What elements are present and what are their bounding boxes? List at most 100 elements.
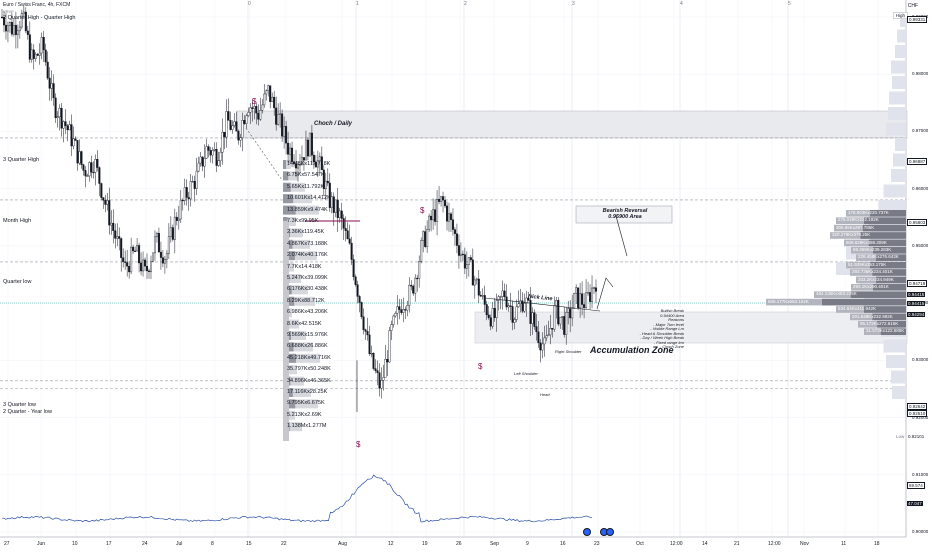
candle-body	[80, 151, 83, 165]
high-button[interactable]: High	[892, 12, 908, 19]
candle-body	[183, 187, 186, 201]
volume-profile-label: 5.247Kx39.099K	[287, 275, 328, 281]
volume-profile-label: 4.867Kx73.188K	[287, 240, 328, 247]
candle-body	[215, 149, 218, 166]
candle-body	[2, 17, 5, 26]
candle-body	[485, 304, 488, 316]
right-profile-label: 306.85Kx297.786K	[836, 224, 875, 230]
candle-body	[591, 287, 594, 302]
candle-body	[193, 180, 196, 189]
right-shoulder-label: Right Shoulder	[555, 349, 582, 354]
level-label-3-quarter-high: 3 Quarter High	[3, 157, 40, 163]
candle-body	[326, 180, 329, 184]
candle-body	[324, 180, 327, 190]
right-profile-bar-light	[878, 200, 906, 213]
candle-body	[396, 306, 399, 314]
candle-body	[167, 236, 170, 254]
candle-body	[241, 120, 244, 138]
candle-body	[249, 107, 252, 113]
candle-body	[233, 121, 236, 126]
candle-body	[451, 219, 454, 230]
price-axis-label: 0.90000	[912, 529, 929, 534]
candle-body	[76, 140, 79, 164]
profile-bar	[283, 274, 301, 283]
price-tag-year-low: 0.92510	[907, 410, 928, 417]
candle-body	[579, 293, 582, 309]
volume-profile-label: 5.65Kx11.792K	[287, 183, 325, 190]
candle-body	[350, 242, 353, 260]
candle-body	[559, 317, 562, 325]
candle-body	[231, 125, 234, 130]
time-axis-label: 18	[874, 541, 880, 547]
candle-body	[418, 261, 421, 279]
candle-body	[571, 308, 574, 319]
candle-body	[86, 175, 89, 177]
candle-body	[527, 297, 530, 301]
candle-body	[6, 25, 9, 32]
candle-body	[253, 105, 256, 109]
candle-body	[569, 308, 572, 319]
right-profile-label: 51.939Kx353.175K	[848, 261, 887, 267]
candle-body	[376, 370, 379, 373]
level-label-year-low: 2 Quarter - Year low	[3, 409, 52, 415]
right-profile-label: 175.803Kx220.737K	[848, 210, 889, 215]
candle-body	[177, 218, 180, 221]
candle-body	[390, 324, 393, 331]
candle-body	[310, 132, 313, 156]
candle-body	[116, 236, 119, 239]
candle-body	[523, 303, 526, 312]
right-profile-bar-light	[883, 339, 906, 353]
candle-body	[267, 85, 270, 91]
candle-body	[378, 372, 381, 389]
candle-body	[227, 111, 230, 121]
volume-profile-label: 7.3Kx99.95K	[287, 218, 319, 224]
candle-body	[40, 37, 43, 54]
right-profile-bar-dark	[876, 276, 906, 284]
candle-body	[118, 236, 121, 239]
candle-body	[320, 156, 323, 171]
candle-body	[318, 156, 321, 161]
zoom-in-button[interactable]	[606, 528, 614, 536]
candle-body	[187, 197, 190, 200]
volume-profile-right	[766, 14, 906, 399]
right-profile-bar-dark	[873, 284, 906, 291]
reason-item: - Major Turn level	[653, 321, 684, 327]
volume-profile-label: 45.218Kx49.716K	[287, 354, 331, 361]
candle-body	[525, 297, 528, 304]
candle-body	[46, 61, 49, 79]
candle-body	[595, 287, 598, 292]
candle-body	[114, 230, 117, 239]
candle-body	[479, 294, 482, 297]
profile-bar	[283, 342, 313, 352]
choch-zone	[236, 110, 908, 139]
candle-body	[163, 259, 166, 264]
candle-body	[32, 49, 35, 59]
candle-body	[285, 126, 288, 144]
candle-body	[495, 300, 498, 318]
candle-body	[221, 131, 224, 153]
candle-body	[72, 138, 75, 147]
candle-body	[295, 163, 298, 169]
accumulation-zone-label: Accumulation Zone	[590, 345, 674, 355]
candle-body	[223, 131, 226, 138]
time-axis-label: 12:00	[670, 541, 683, 547]
candle-body	[48, 77, 51, 89]
candle-body	[169, 227, 172, 237]
candle-body	[402, 309, 405, 313]
profile-bar-dark	[283, 353, 296, 363]
candle-body	[513, 319, 516, 323]
profile-bar	[283, 182, 305, 192]
candle-body	[467, 257, 470, 265]
profile-bar	[283, 205, 319, 215]
reset-zoom-button[interactable]	[583, 528, 591, 536]
candle-body	[499, 296, 502, 298]
candle-body	[432, 209, 435, 221]
volume-profile-label: 6.75Kx57.547K	[287, 172, 325, 179]
right-profile-bar-light	[888, 107, 906, 120]
right-profile-bar-dark	[877, 321, 906, 328]
candle-body	[386, 358, 389, 363]
volume-profile-label: 1.138Mx1.277M	[287, 423, 327, 430]
candle-body	[134, 250, 137, 252]
candle-body	[392, 315, 395, 325]
